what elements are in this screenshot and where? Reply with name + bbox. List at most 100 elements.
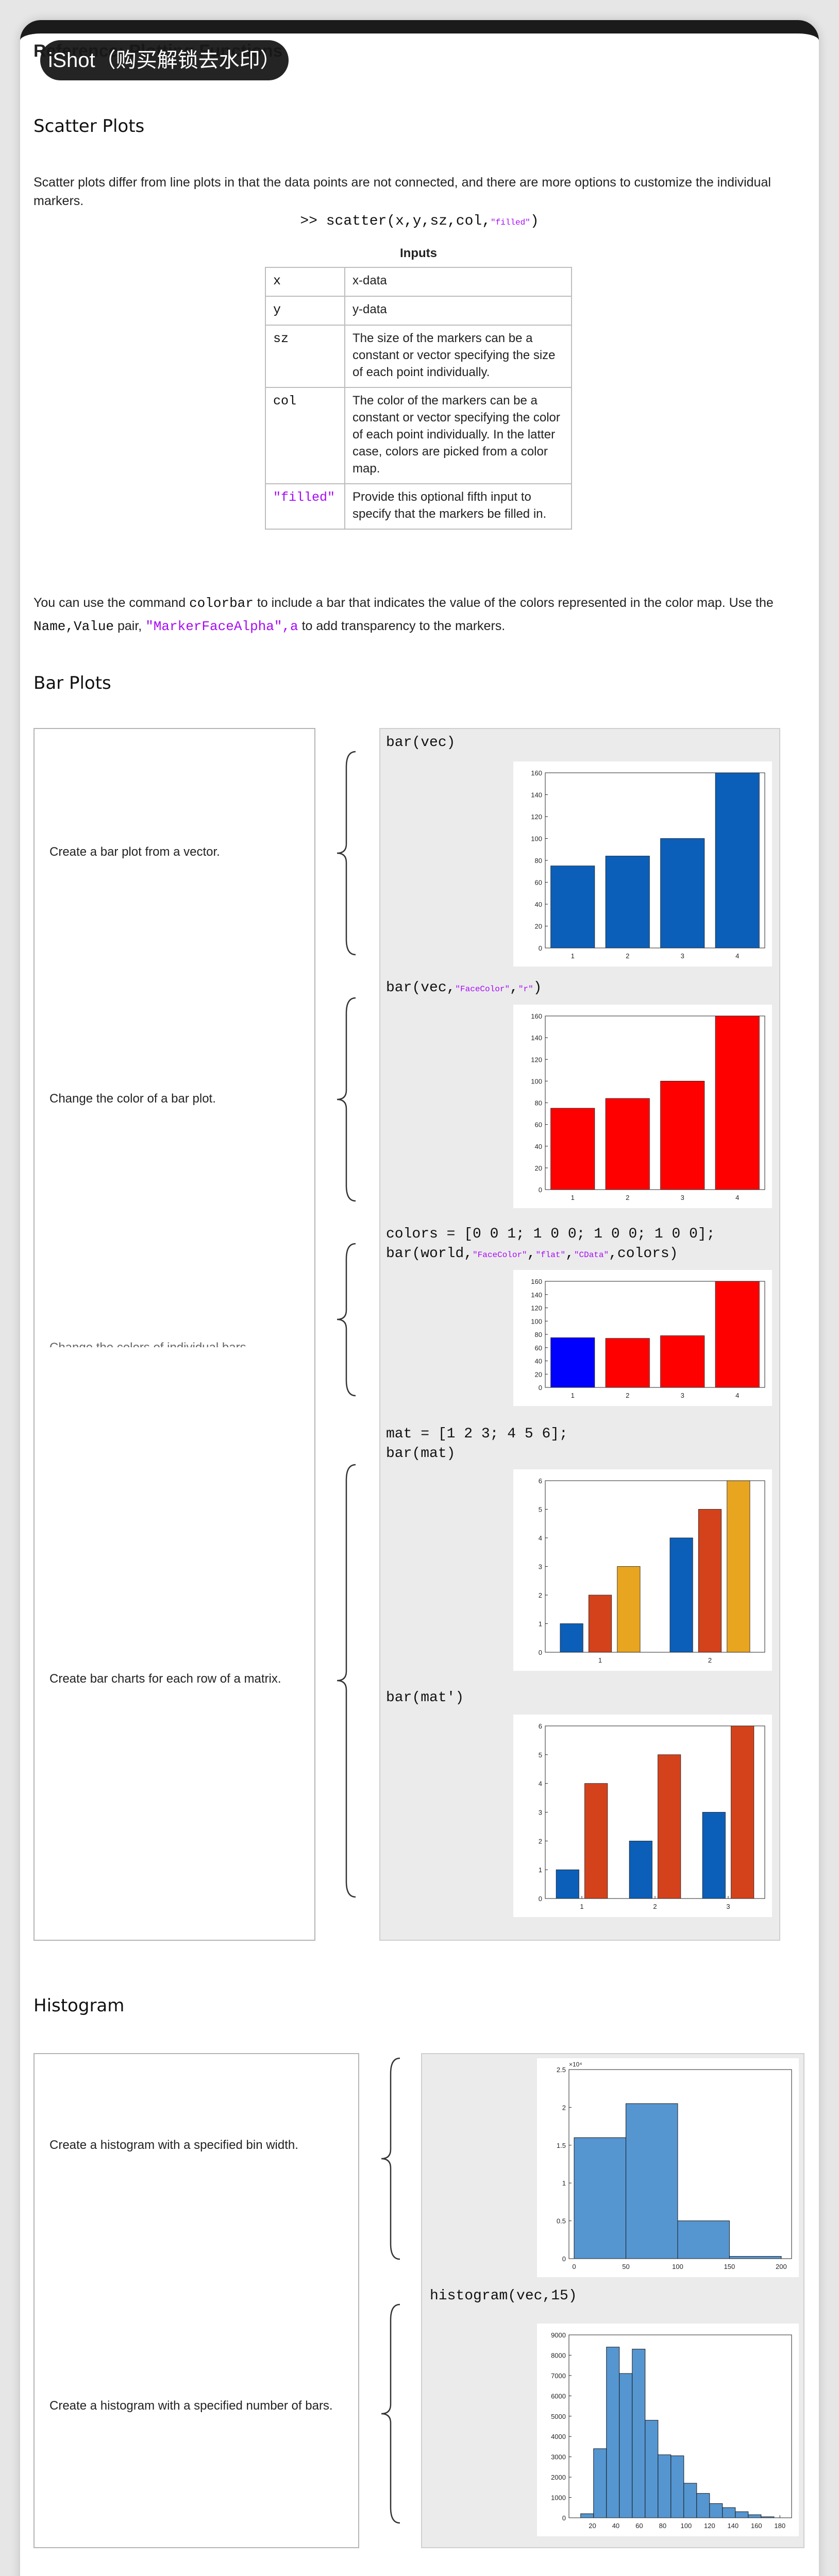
chart: 0 20 40 60 80 100 120 140 160 1 2 3 4 <box>513 1005 772 1208</box>
watermark: iShot（购买解锁去水印） <box>40 40 289 80</box>
x-tick-label: 1 <box>571 952 575 960</box>
row-text: Create a bar plot from a vector. <box>49 845 220 859</box>
text-run: Name,Value <box>33 619 114 634</box>
text-run: histogram(vec,15) <box>430 2288 577 2304</box>
text-run: "CData" <box>574 1250 609 1260</box>
bar <box>702 1812 726 1899</box>
table-caption: Inputs <box>400 246 437 260</box>
x-tick-label: 40 <box>612 2522 619 2530</box>
axes-box <box>545 1281 765 1388</box>
y-tick-label: 1 <box>539 1620 542 1628</box>
histogram-bar <box>580 2513 594 2518</box>
y-tick-label: 120 <box>531 1304 542 1312</box>
axes-box <box>545 1725 765 1899</box>
y-tick-label: 0 <box>539 1649 542 1656</box>
axes-box <box>568 2069 792 2259</box>
x-tick-label: 140 <box>727 2522 739 2530</box>
table-cell: col <box>265 387 345 484</box>
table-cell: "filled" <box>265 483 345 530</box>
table-cell: y-data <box>344 296 572 326</box>
row-text: Create a histogram with a specified bin … <box>49 2138 298 2152</box>
axes-box <box>545 1015 765 1190</box>
y-tick-label: 6 <box>539 1722 542 1730</box>
x-tick-label: 1 <box>580 1903 583 1910</box>
y-tick-label: 3 <box>539 1563 542 1571</box>
text-run: You can use the command <box>33 596 190 610</box>
x-tick-label: 2 <box>708 1656 712 1664</box>
x-tick-label: 0 <box>572 2263 576 2270</box>
y-tick-label: 0 <box>539 1384 542 1392</box>
y-tick-label: 0 <box>562 2514 566 2522</box>
y-tick-label: 2 <box>562 2104 566 2111</box>
bar <box>550 1108 595 1190</box>
y-tick-label: 5 <box>539 1751 542 1759</box>
y-tick-label: 0 <box>539 1186 542 1194</box>
text-run: bar(vec) <box>386 735 456 751</box>
y-tick-label: 140 <box>531 1291 542 1299</box>
text-run: , <box>527 1246 536 1262</box>
y-tick-label: 4000 <box>551 2433 566 2441</box>
y-tick-label: 9000 <box>551 2331 566 2339</box>
bar <box>556 1869 579 1899</box>
y-exponent: ×10⁴ <box>569 2061 582 2068</box>
x-tick-label: 4 <box>735 952 739 960</box>
code-line: bar(mat') <box>386 1689 464 1708</box>
table-row: "filled" Provide this optional fifth inpu… <box>265 483 572 530</box>
y-tick-label: 1 <box>562 2179 566 2187</box>
chart: 0 20 40 60 80 100 120 140 160 1 2 3 4 <box>513 1270 772 1406</box>
histogram-bar <box>722 2507 736 2518</box>
y-tick-label: 80 <box>535 1099 542 1107</box>
inputs-table: x x-data y y-data sz The size of the markers … <box>265 267 572 530</box>
y-tick-label: 0.5 <box>557 2217 566 2225</box>
x-tick-label: 120 <box>704 2522 715 2530</box>
text-run: ) <box>533 980 542 996</box>
y-tick-label: 2000 <box>551 2473 566 2481</box>
histogram-bar <box>748 2514 762 2518</box>
x-tick-label: 3 <box>681 952 684 960</box>
section-heading: Bar Plots <box>33 673 111 693</box>
input-name: y <box>273 302 281 317</box>
y-tick-label: 0 <box>539 944 542 952</box>
bar <box>715 772 760 948</box>
y-tick-label: 60 <box>535 1121 542 1129</box>
histogram-bar <box>729 2256 782 2259</box>
histogram-bar <box>645 2420 659 2518</box>
y-tick-label: 5 <box>539 1506 542 1514</box>
x-tick-label: 180 <box>774 2522 785 2530</box>
section-heading: Scatter Plots <box>33 116 145 137</box>
y-tick-label: 60 <box>535 1344 542 1352</box>
y-tick-label: 140 <box>531 1034 542 1042</box>
text-run: bar(vec, <box>386 980 456 996</box>
y-tick-label: 60 <box>535 879 542 887</box>
code-line: bar(mat) <box>386 1445 568 1464</box>
table-cell: Provide this optional fifth input to spe… <box>344 483 572 530</box>
x-tick-label: 3 <box>726 1903 730 1910</box>
chart: 0 1 2 3 4 5 6 1 2 <box>513 1469 772 1671</box>
bar <box>660 838 705 948</box>
code-line: histogram(vec,15) <box>430 2287 577 2307</box>
y-tick-label: 0 <box>539 1895 542 1903</box>
code-block: >> scatter(x,y,sz,col,"filled") <box>0 212 839 232</box>
y-tick-label: 6000 <box>551 2392 566 2400</box>
text-run: colors = [0 0 1; 1 0 0; 1 0 0; 1 0 0]; <box>386 1226 715 1242</box>
code-block: bar(mat') <box>386 1689 464 1708</box>
table-row: x x-data <box>265 267 572 297</box>
text-run: bar(mat) <box>386 1446 456 1462</box>
y-tick-label: 140 <box>531 791 542 799</box>
bar <box>588 1595 612 1653</box>
histogram-bar <box>709 2503 723 2518</box>
description-box <box>33 728 315 1941</box>
y-tick-label: 20 <box>535 1164 542 1172</box>
code-block: histogram(vec,15) <box>430 2287 577 2307</box>
input-name: sz <box>273 331 289 346</box>
chart: 0 20 40 60 80 100 120 140 160 1 2 3 4 <box>513 761 772 967</box>
y-tick-label: 8000 <box>551 2351 566 2359</box>
y-tick-label: 20 <box>535 1370 542 1378</box>
input-name: col <box>273 394 297 409</box>
bar <box>715 1281 760 1388</box>
y-tick-label: 4 <box>539 1534 542 1542</box>
histogram-bar <box>670 2455 684 2518</box>
code-line: bar(vec,"FaceColor","r") <box>386 979 542 998</box>
x-tick-label: 20 <box>589 2522 596 2530</box>
